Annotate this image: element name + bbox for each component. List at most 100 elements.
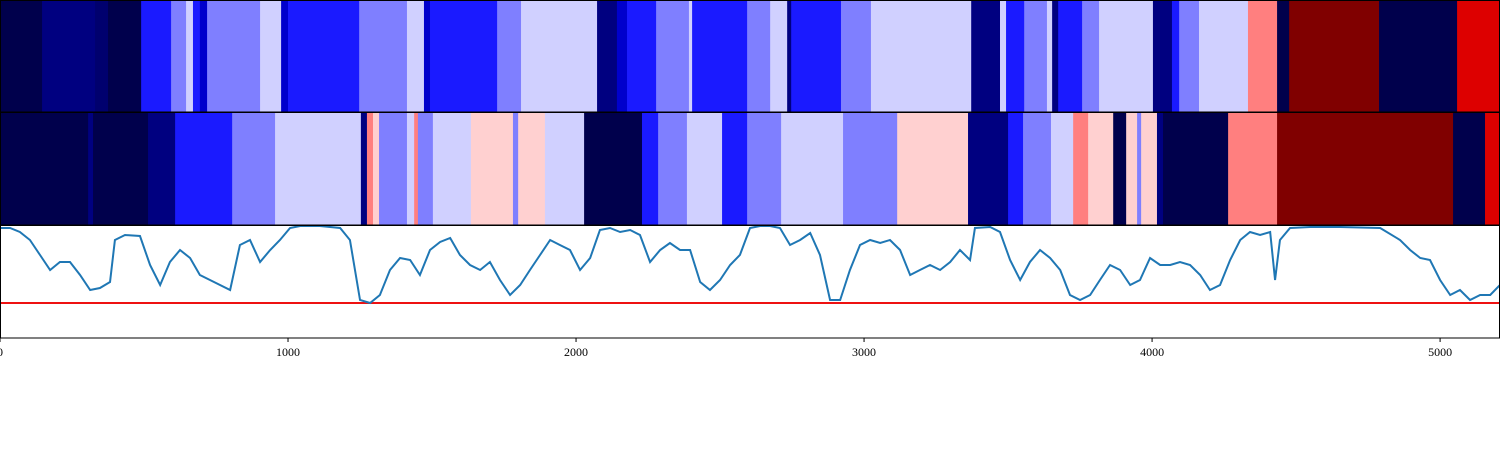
strip-segment	[1052, 1, 1059, 112]
strip-segment	[656, 1, 690, 112]
strip-segment	[93, 113, 149, 225]
strip-segment	[770, 1, 788, 112]
strip-segment	[406, 113, 415, 225]
strip-segment	[497, 1, 522, 112]
strip-segment	[1457, 1, 1500, 112]
strip-segment	[781, 113, 844, 225]
strip-segment	[1228, 113, 1278, 225]
strip-segment	[275, 113, 362, 225]
strip-segment	[1008, 113, 1024, 225]
strip-segment	[470, 113, 514, 225]
strip-segment	[1289, 1, 1380, 112]
strip-segment	[1058, 1, 1083, 112]
strip-segment	[1247, 1, 1278, 112]
strip-segment	[1277, 1, 1290, 112]
strip-segment	[430, 1, 498, 112]
strip-segment	[360, 113, 368, 225]
strip-segment	[1152, 1, 1173, 112]
strip-segment	[1141, 113, 1158, 225]
strip-segment	[88, 113, 94, 225]
strip-segment	[148, 113, 176, 225]
strip-segment	[1163, 113, 1229, 225]
strip-segment	[1137, 113, 1142, 225]
strip-segment	[414, 113, 419, 225]
strip-segment	[1379, 1, 1458, 112]
strip-segment	[544, 113, 585, 225]
strip-segment	[1126, 113, 1138, 225]
strip-segment	[787, 1, 792, 112]
strip-segment	[1050, 113, 1074, 225]
strip-segment	[0, 1, 43, 112]
strip-segment	[0, 113, 89, 225]
strip-segment	[1088, 113, 1114, 225]
strip-segment	[199, 1, 208, 112]
strip-segment	[658, 113, 688, 225]
strip-segment	[141, 1, 172, 112]
strip-segment	[1113, 113, 1127, 225]
strip-segment	[1082, 1, 1100, 112]
strip-segment	[281, 1, 289, 112]
strip-segment	[417, 113, 434, 225]
strip-segment	[747, 113, 782, 225]
strip-segment	[186, 1, 194, 112]
strip-segment	[971, 1, 1001, 112]
strip-segment	[641, 113, 659, 225]
strip-segment	[1485, 113, 1500, 225]
x-tick-label: 0	[0, 345, 3, 359]
strip-segment	[1277, 113, 1454, 225]
strip-segment	[423, 1, 431, 112]
strip-segment	[42, 1, 96, 112]
strip-segment	[597, 1, 618, 112]
strip-segment	[192, 1, 201, 112]
strip-segment	[688, 1, 693, 112]
strip-segment	[627, 1, 657, 112]
strip-segment	[686, 113, 723, 225]
strip-segment	[1453, 113, 1486, 225]
strip-segment	[722, 113, 748, 225]
strip-segment	[232, 113, 276, 225]
strip-segment	[379, 113, 408, 225]
strip-segment	[207, 1, 261, 112]
x-tick-label: 2000	[564, 345, 588, 359]
strip-segment	[870, 1, 972, 112]
strip-segment	[521, 1, 598, 112]
x-tick-label: 4000	[1140, 345, 1164, 359]
strip-segment	[108, 1, 142, 112]
strip-segment	[616, 1, 628, 112]
x-tick-label: 5000	[1428, 345, 1452, 359]
strip-segment	[1156, 113, 1164, 225]
strip-segment	[175, 113, 233, 225]
strip-segment	[791, 1, 842, 112]
strip-segment	[1099, 1, 1154, 112]
strip-segment	[432, 113, 472, 225]
strip-segment	[1073, 113, 1089, 225]
strip-segment	[1023, 113, 1052, 225]
strip-segment	[747, 1, 771, 112]
strip-segment	[1024, 1, 1048, 112]
strip-segment	[584, 113, 643, 225]
strip-segment	[372, 113, 380, 225]
strip-segment	[841, 1, 872, 112]
strip-segment	[1000, 1, 1007, 112]
strip-segment	[260, 1, 282, 112]
strip-segment	[968, 113, 1009, 225]
panel-frame	[0, 225, 1500, 339]
strip-segment	[95, 1, 109, 112]
strip-segment	[897, 113, 969, 225]
strip-segment	[512, 113, 519, 225]
strip-segment	[518, 113, 546, 225]
strip-segment	[1006, 1, 1025, 112]
data-line	[0, 225, 1500, 305]
strip-segment	[359, 1, 408, 112]
strip-segment	[692, 1, 748, 112]
strip-segment	[1199, 1, 1249, 112]
strip-segment	[1046, 1, 1053, 112]
x-tick-label: 3000	[852, 345, 876, 359]
strip-segment	[366, 113, 374, 225]
strip-segment	[171, 1, 187, 112]
strip-segment	[1179, 1, 1200, 112]
strip-segment	[1171, 1, 1180, 112]
x-tick-label: 1000	[276, 345, 300, 359]
strip-segment	[288, 1, 360, 112]
